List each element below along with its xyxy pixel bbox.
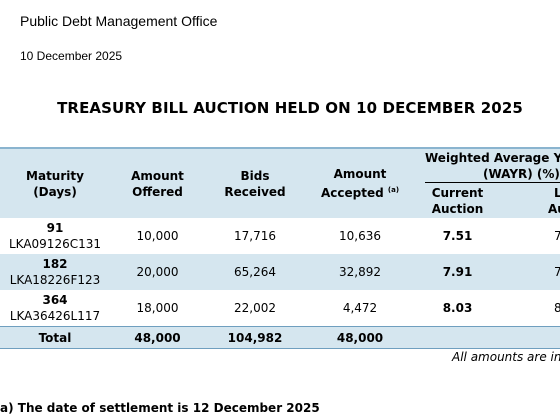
auction-table: Maturity (Days) Amount Offered Bids Rece… [0,147,560,349]
current-yield-cell: 7.51 [442,229,473,243]
table-row: 91 LKA09126C131 10,000 17,716 10,636 7.5… [0,218,560,254]
current-yield-cell: 8.03 [442,301,473,315]
header-wayr-line1: Weighted Average Yie [425,151,560,165]
maturity-days: 91 [46,221,64,235]
header-last-auction: L Au [500,184,560,218]
office-name: Public Debt Management Office [20,13,218,29]
total-bids: 104,982 [205,326,305,349]
header-last-line2: Au [548,202,560,216]
header-current-auction: Current Auction [415,184,500,218]
offered-cell: 10,000 [136,229,179,243]
header-bids-line1: Bids [240,168,270,183]
amounts-unit-note: All amounts are in [452,350,560,364]
page-title: TREASURY BILL AUCTION HELD ON 10 DECEMBE… [57,99,523,117]
total-row: Total 48,000 104,982 48,000 [0,326,560,349]
header-maturity-line2: (Days) [33,184,77,199]
accepted-cell: 10,636 [339,229,381,243]
offered-cell: 18,000 [136,301,179,315]
header-maturity-line1: Maturity [26,168,84,183]
header-accepted-line2: Accepted [320,186,384,200]
maturity-days: 364 [42,293,68,307]
total-current-empty [415,326,500,349]
security-code: LKA18226F123 [9,273,101,287]
header-wayr: Weighted Average Yie (WAYR) (%) [415,147,560,184]
offered-cell: 20,000 [110,254,205,290]
last-yield-cell: 7 [500,254,560,290]
bids-cell: 65,264 [205,254,305,290]
last-yield-cell: 8 [554,301,560,315]
maturity-cell: 91 LKA09126C131 [0,218,110,254]
document-date: 10 December 2025 [20,49,123,63]
header-maturity: Maturity (Days) [0,147,110,218]
security-code: LKA36426L117 [9,309,101,323]
maturity-cell: 182 LKA18226F123 [0,254,110,290]
header-accepted-line1: Amount [333,167,387,181]
header-current-line1: Current [431,186,484,200]
current-yield-cell: 7.91 [415,254,500,290]
header-bids: Bids Received [205,147,305,218]
settlement-footnote: a) The date of settlement is 12 December… [0,401,320,415]
header-accepted-footnote-mark: (a) [387,186,400,194]
bids-cell: 22,002 [234,301,276,315]
auction-table-container: Maturity (Days) Amount Offered Bids Rece… [0,147,560,349]
header-wayr-box: Weighted Average Yie (WAYR) (%) [425,150,560,183]
security-code: LKA09126C131 [8,237,101,251]
header-offered-line1: Amount [131,168,184,183]
total-last-empty [500,326,560,349]
header-offered: Amount Offered [110,147,205,218]
table-row: 182 LKA18226F123 20,000 65,264 32,892 7.… [0,254,560,290]
header-accepted: Amount Accepted (a) [305,147,415,218]
last-yield-cell: 7 [554,229,560,243]
header-bids-line2: Received [224,184,286,199]
maturity-cell: 364 LKA36426L117 [0,290,110,327]
header-current-line2: Auction [431,202,484,216]
total-offered: 48,000 [110,326,205,349]
table-row: 364 LKA36426L117 18,000 22,002 4,472 8.0… [0,290,560,327]
header-last-line1: L [554,186,560,200]
bids-cell: 17,716 [234,229,276,243]
maturity-days: 182 [42,257,68,271]
header-offered-line2: Offered [132,184,183,199]
accepted-cell: 4,472 [342,301,378,315]
accepted-cell: 32,892 [305,254,415,290]
header-wayr-line2: (WAYR) (%) [483,167,560,181]
total-label: Total [0,326,110,349]
total-accepted: 48,000 [305,326,415,349]
